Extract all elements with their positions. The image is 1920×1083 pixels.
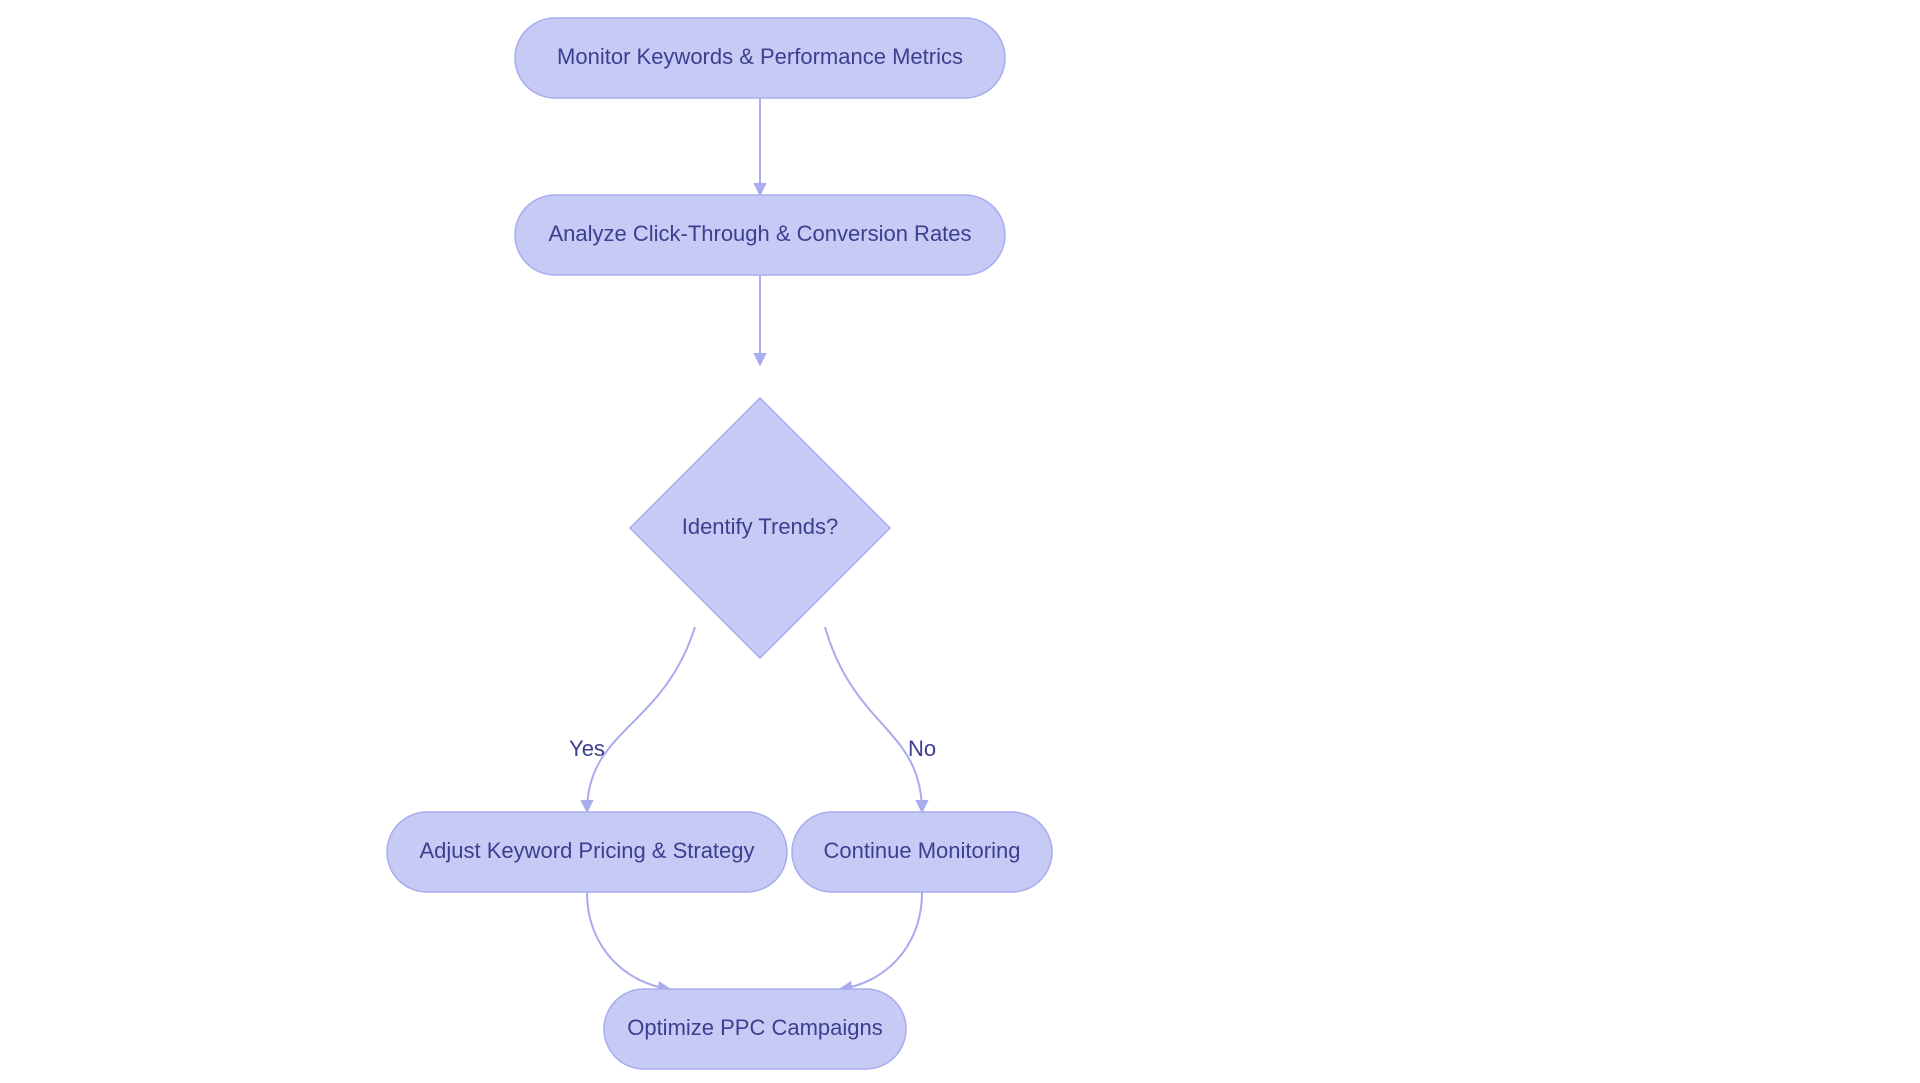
flow-node: Identify Trends? [630,398,890,658]
edge-label: Yes [569,736,605,761]
flow-edge [825,627,922,812]
node-label: Monitor Keywords & Performance Metrics [557,44,963,69]
node-label: Analyze Click-Through & Conversion Rates [548,221,971,246]
flow-node: Adjust Keyword Pricing & Strategy [387,812,787,892]
nodes-layer: Monitor Keywords & Performance Metrics An… [387,18,1052,1069]
flow-edge [840,892,922,989]
node-label: Identify Trends? [682,514,839,539]
flow-node: Analyze Click-Through & Conversion Rates [515,195,1005,275]
flow-node: Monitor Keywords & Performance Metrics [515,18,1005,98]
edge-label: No [908,736,936,761]
node-label: Optimize PPC Campaigns [627,1015,883,1040]
node-label: Adjust Keyword Pricing & Strategy [419,838,754,863]
flow-edge [587,627,695,812]
flow-edge [587,892,670,989]
flow-node: Continue Monitoring [792,812,1052,892]
flow-node: Optimize PPC Campaigns [604,989,906,1069]
node-label: Continue Monitoring [824,838,1021,863]
flowchart-canvas: YesNoMonitor Keywords & Performance Metr… [0,0,1920,1083]
